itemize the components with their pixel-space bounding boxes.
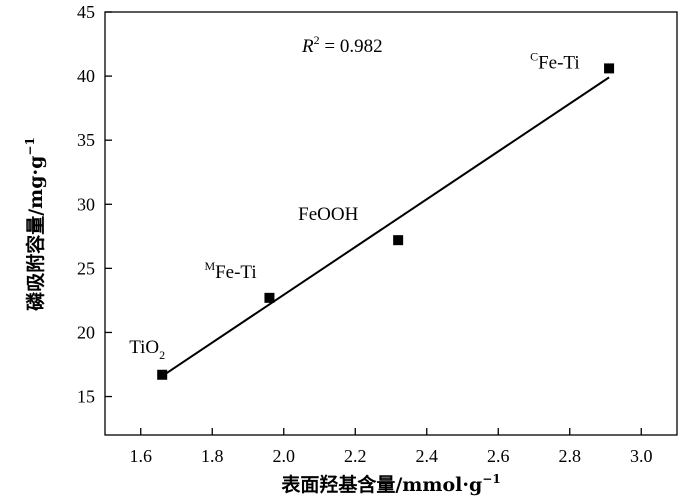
x-tick-label: 1.8 [201, 446, 224, 466]
data-points [157, 63, 615, 380]
x-tick-label: 1.6 [130, 446, 153, 466]
data-point-marker [264, 292, 275, 303]
point-label: TiO2 [129, 337, 165, 362]
y-tick-label: 25 [77, 258, 95, 278]
x-axis: 1.6 1.8 2.0 2.2 2.4 2.6 2.8 3.0 [130, 428, 653, 466]
x-tick-label: 2.2 [344, 446, 367, 466]
fit-line [161, 76, 610, 377]
point-label-main: TiO [129, 337, 159, 358]
x-tick-label: 2.8 [559, 446, 582, 466]
x-axis-title: 表面羟基含量/mmol·g−1 [281, 472, 500, 496]
x-tick-label: 2.4 [416, 446, 439, 466]
x-tick-label: 3.0 [630, 446, 653, 466]
y-tick-label: 35 [77, 130, 95, 150]
y-tick-label: 40 [77, 66, 95, 86]
point-label: FeOOH [298, 204, 358, 225]
plot-frame [104, 11, 678, 436]
y-tick-label: 30 [77, 194, 95, 214]
x-tick-label: 2.0 [273, 446, 296, 466]
data-point-marker [604, 63, 615, 74]
point-label: CFe-Ti [530, 49, 580, 73]
y-tick-label: 15 [77, 387, 95, 407]
point-label-superscript: M [204, 259, 215, 273]
x-tick-label: 2.6 [487, 446, 510, 466]
r-squared-annotation: R2 = 0.982 [301, 33, 383, 57]
data-point-marker [393, 235, 404, 246]
point-label-subscript: 2 [159, 348, 165, 362]
point-label-main: Fe-Ti [538, 52, 580, 73]
point-label-main: FeOOH [298, 204, 358, 225]
data-point-marker [157, 369, 168, 380]
point-label-main: Fe-Ti [215, 262, 257, 283]
point-label: MFe-Ti [204, 259, 256, 283]
point-label-superscript: C [530, 49, 538, 63]
y-tick-label: 20 [77, 322, 95, 342]
y-tick-label: 45 [77, 2, 95, 22]
y-axis-title: 磷吸附容量/mg·g−1 [23, 137, 47, 311]
y-axis: 15 20 25 30 35 40 45 [77, 2, 112, 407]
